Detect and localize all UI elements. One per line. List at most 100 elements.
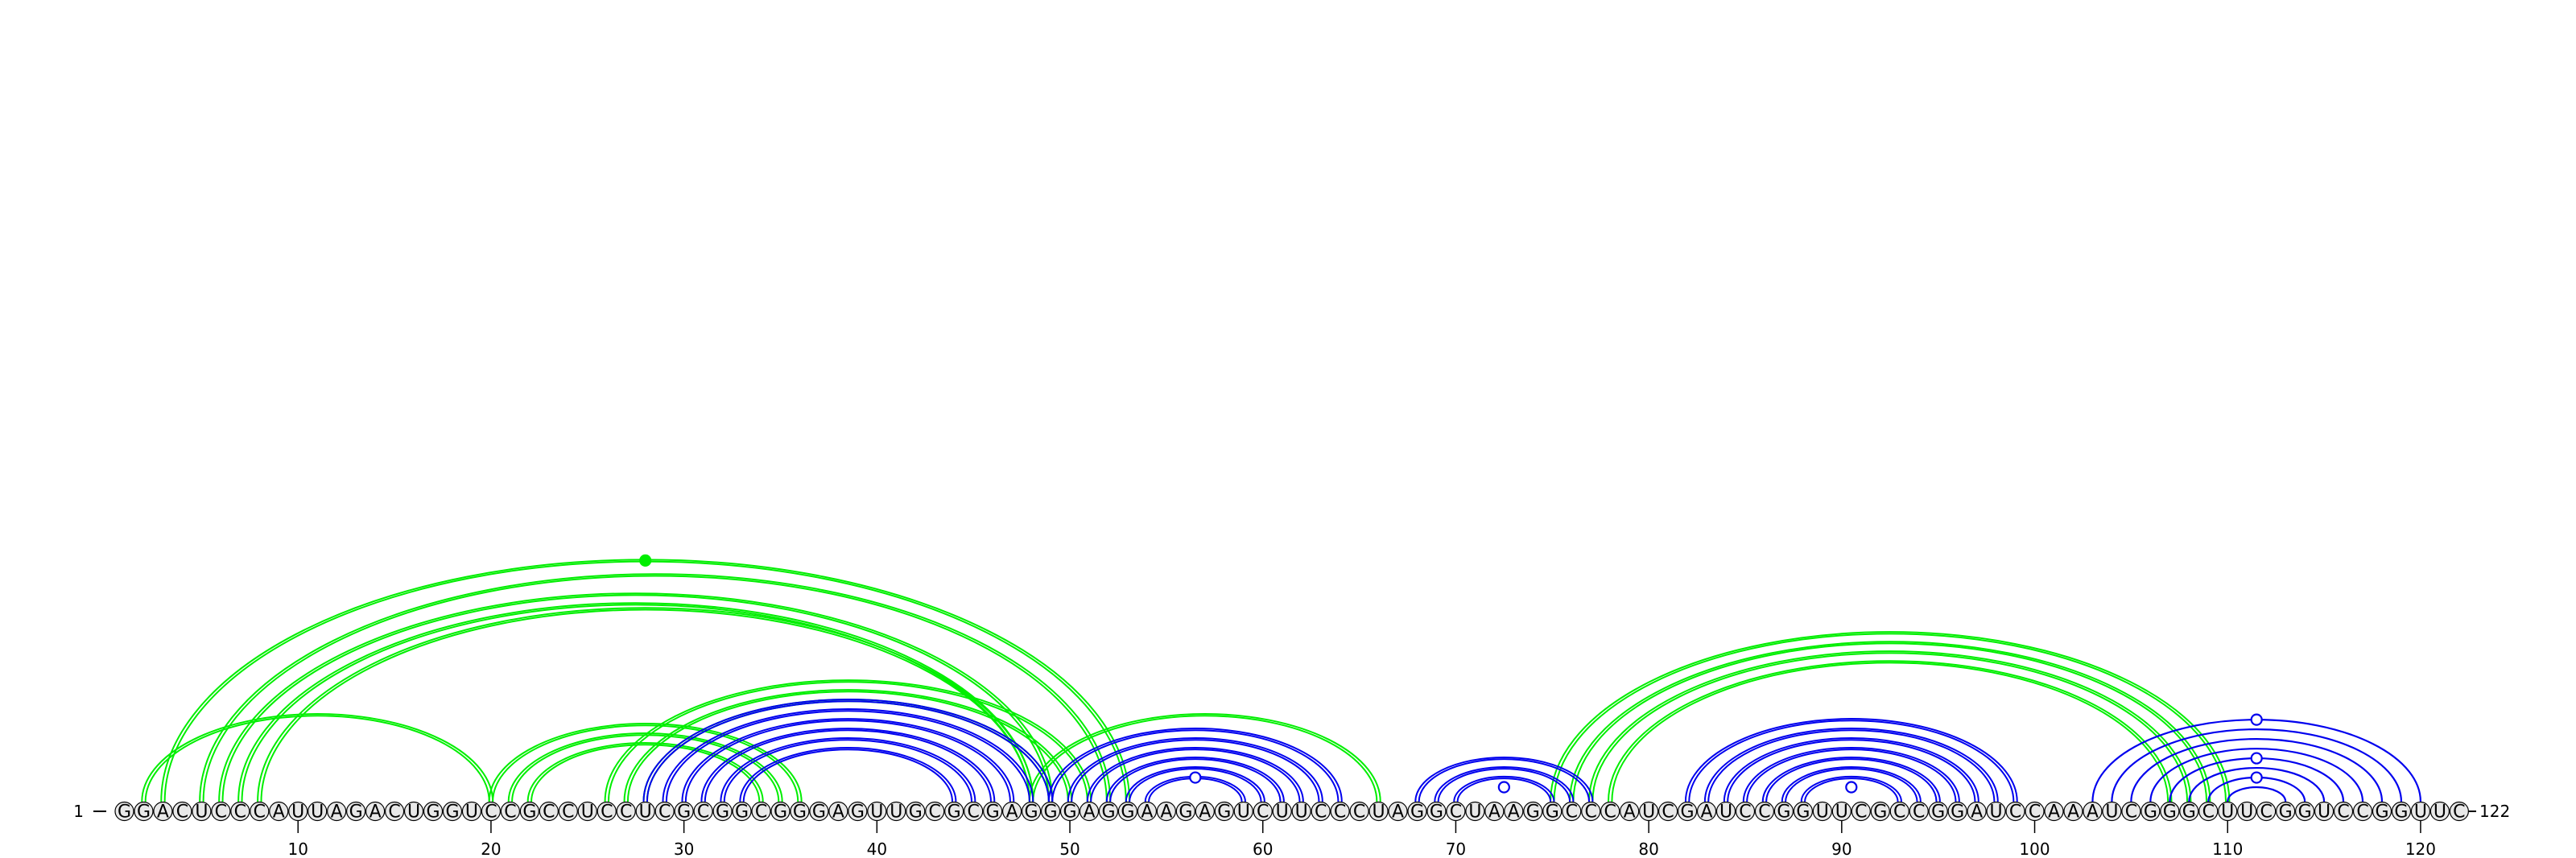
- nucleotide: G: [1793, 801, 1813, 823]
- nucleotide-letter: G: [986, 802, 1000, 823]
- markers-layer: [639, 554, 2263, 794]
- green-arc: [141, 713, 494, 802]
- blue-arc: [1765, 758, 1938, 802]
- nucleotide-letter: G: [2394, 802, 2408, 823]
- blue-arc: [742, 749, 954, 802]
- nucleotide-letter: U: [1372, 802, 1385, 823]
- nucleotide: U: [308, 801, 328, 823]
- nucleotide: C: [1446, 801, 1466, 823]
- nucleotide-letter: G: [947, 802, 961, 823]
- blue-arc: [1414, 756, 1594, 802]
- nucleotide-letter: C: [1758, 802, 1770, 823]
- green-arc: [607, 681, 1088, 802]
- nucleotide: C: [230, 801, 250, 823]
- nucleotide-letter: U: [2105, 802, 2118, 823]
- green-arc: [623, 689, 1073, 802]
- nucleotide: A: [1388, 801, 1408, 823]
- nucleotide-letter: C: [2337, 802, 2349, 823]
- nucleotide: C: [2005, 801, 2025, 823]
- nucleotide: C: [539, 801, 559, 823]
- nucleotide: C: [1909, 801, 1929, 823]
- nucleotide-letter: C: [1315, 802, 1327, 823]
- nucleotide: C: [1754, 801, 1775, 823]
- nucleotide: G: [1098, 801, 1119, 823]
- tick-label: 50: [1059, 839, 1080, 858]
- green-arc: [1588, 650, 2192, 802]
- nucleotide-letter: G: [793, 802, 807, 823]
- blue-arc: [2130, 737, 2384, 802]
- green-arc: [241, 604, 1030, 802]
- nucleotide-letter: C: [2009, 802, 2021, 823]
- nucleotide: C: [211, 801, 231, 823]
- blue-arc: [1067, 736, 1323, 802]
- nucleotide-letter: A: [331, 802, 343, 823]
- nucleotide: C: [500, 801, 521, 823]
- blue-arc: [723, 739, 972, 802]
- blue-arc: [646, 700, 1050, 802]
- nucleotide: C: [616, 801, 636, 823]
- nucleotide-letter: C: [658, 802, 671, 823]
- nucleotide: U: [288, 801, 308, 823]
- nucleotide: G: [1542, 801, 1563, 823]
- nucleotide: U: [403, 801, 424, 823]
- nucleotide: A: [1079, 801, 1100, 823]
- blue-arc: [739, 746, 957, 802]
- nucleotide: G: [1928, 801, 1948, 823]
- nucleotide: G: [1947, 801, 1967, 823]
- nucleotide: A: [2063, 801, 2083, 823]
- nucleotide-letter: G: [2163, 802, 2177, 823]
- blue-arc: [1781, 765, 1922, 802]
- nucleotide: G: [848, 801, 868, 823]
- nucleotide: C: [172, 801, 192, 823]
- green-arc: [626, 691, 1069, 802]
- nucleotide: A: [365, 801, 386, 823]
- nucleotide: U: [886, 801, 906, 823]
- blue-arc: [1723, 736, 1979, 802]
- nucleotide-letter: C: [1893, 802, 1905, 823]
- nucleotide-letter: G: [522, 802, 536, 823]
- blue-arc: [1707, 729, 1996, 802]
- nucleotide: U: [1272, 801, 1292, 823]
- nucleotide: C: [481, 801, 502, 823]
- nucleotide: U: [1368, 801, 1389, 823]
- nucleotide-letter: C: [388, 802, 400, 823]
- nucleotide-letter: G: [1101, 802, 1115, 823]
- green-arc: [1591, 652, 2189, 802]
- nucleotide-letter: U: [890, 802, 902, 823]
- nucleotide-letter: A: [157, 802, 169, 823]
- blue-arc: [665, 710, 1030, 802]
- nucleotide-letter: C: [1604, 802, 1616, 823]
- nucleotide: G: [1870, 801, 1890, 823]
- tick-label: 110: [2212, 839, 2243, 858]
- blue-arc: [1761, 756, 1941, 802]
- nucleotide: U: [1639, 801, 1659, 823]
- nucleotide: C: [384, 801, 405, 823]
- blue-arc: [2188, 766, 2326, 802]
- blue-arc: [1090, 749, 1301, 802]
- nucleotide-letter: A: [1141, 802, 1153, 823]
- blue-marker: [1497, 781, 1510, 794]
- nucleotide-letter: C: [2260, 802, 2272, 823]
- nucleotide: G: [346, 801, 366, 823]
- nucleotide: U: [577, 801, 597, 823]
- nucleotide: C: [2198, 801, 2219, 823]
- nucleotide-letter: C: [1855, 802, 1867, 823]
- nucleotide-letter: C: [2356, 802, 2368, 823]
- blue-arc: [1746, 749, 1957, 802]
- blue-arc: [2227, 786, 2287, 802]
- blue-arc: [1742, 746, 1960, 802]
- blue-arc: [1109, 758, 1282, 802]
- nucleotide: U: [2429, 801, 2450, 823]
- blue-marker: [1189, 771, 1202, 784]
- nucleotide-letter: U: [311, 802, 324, 823]
- nucleotide-letter: A: [1971, 802, 1983, 823]
- nucleotide-letter: C: [543, 802, 555, 823]
- blue-marker: [1845, 781, 1858, 794]
- nucleotide: A: [1620, 801, 1640, 823]
- nucleotide-letter: C: [697, 802, 709, 823]
- green-arc: [604, 679, 1092, 802]
- nucleotide-letter: C: [1334, 802, 1346, 823]
- tick-label: 100: [2019, 839, 2050, 858]
- nucleotide-letter: C: [2453, 802, 2465, 823]
